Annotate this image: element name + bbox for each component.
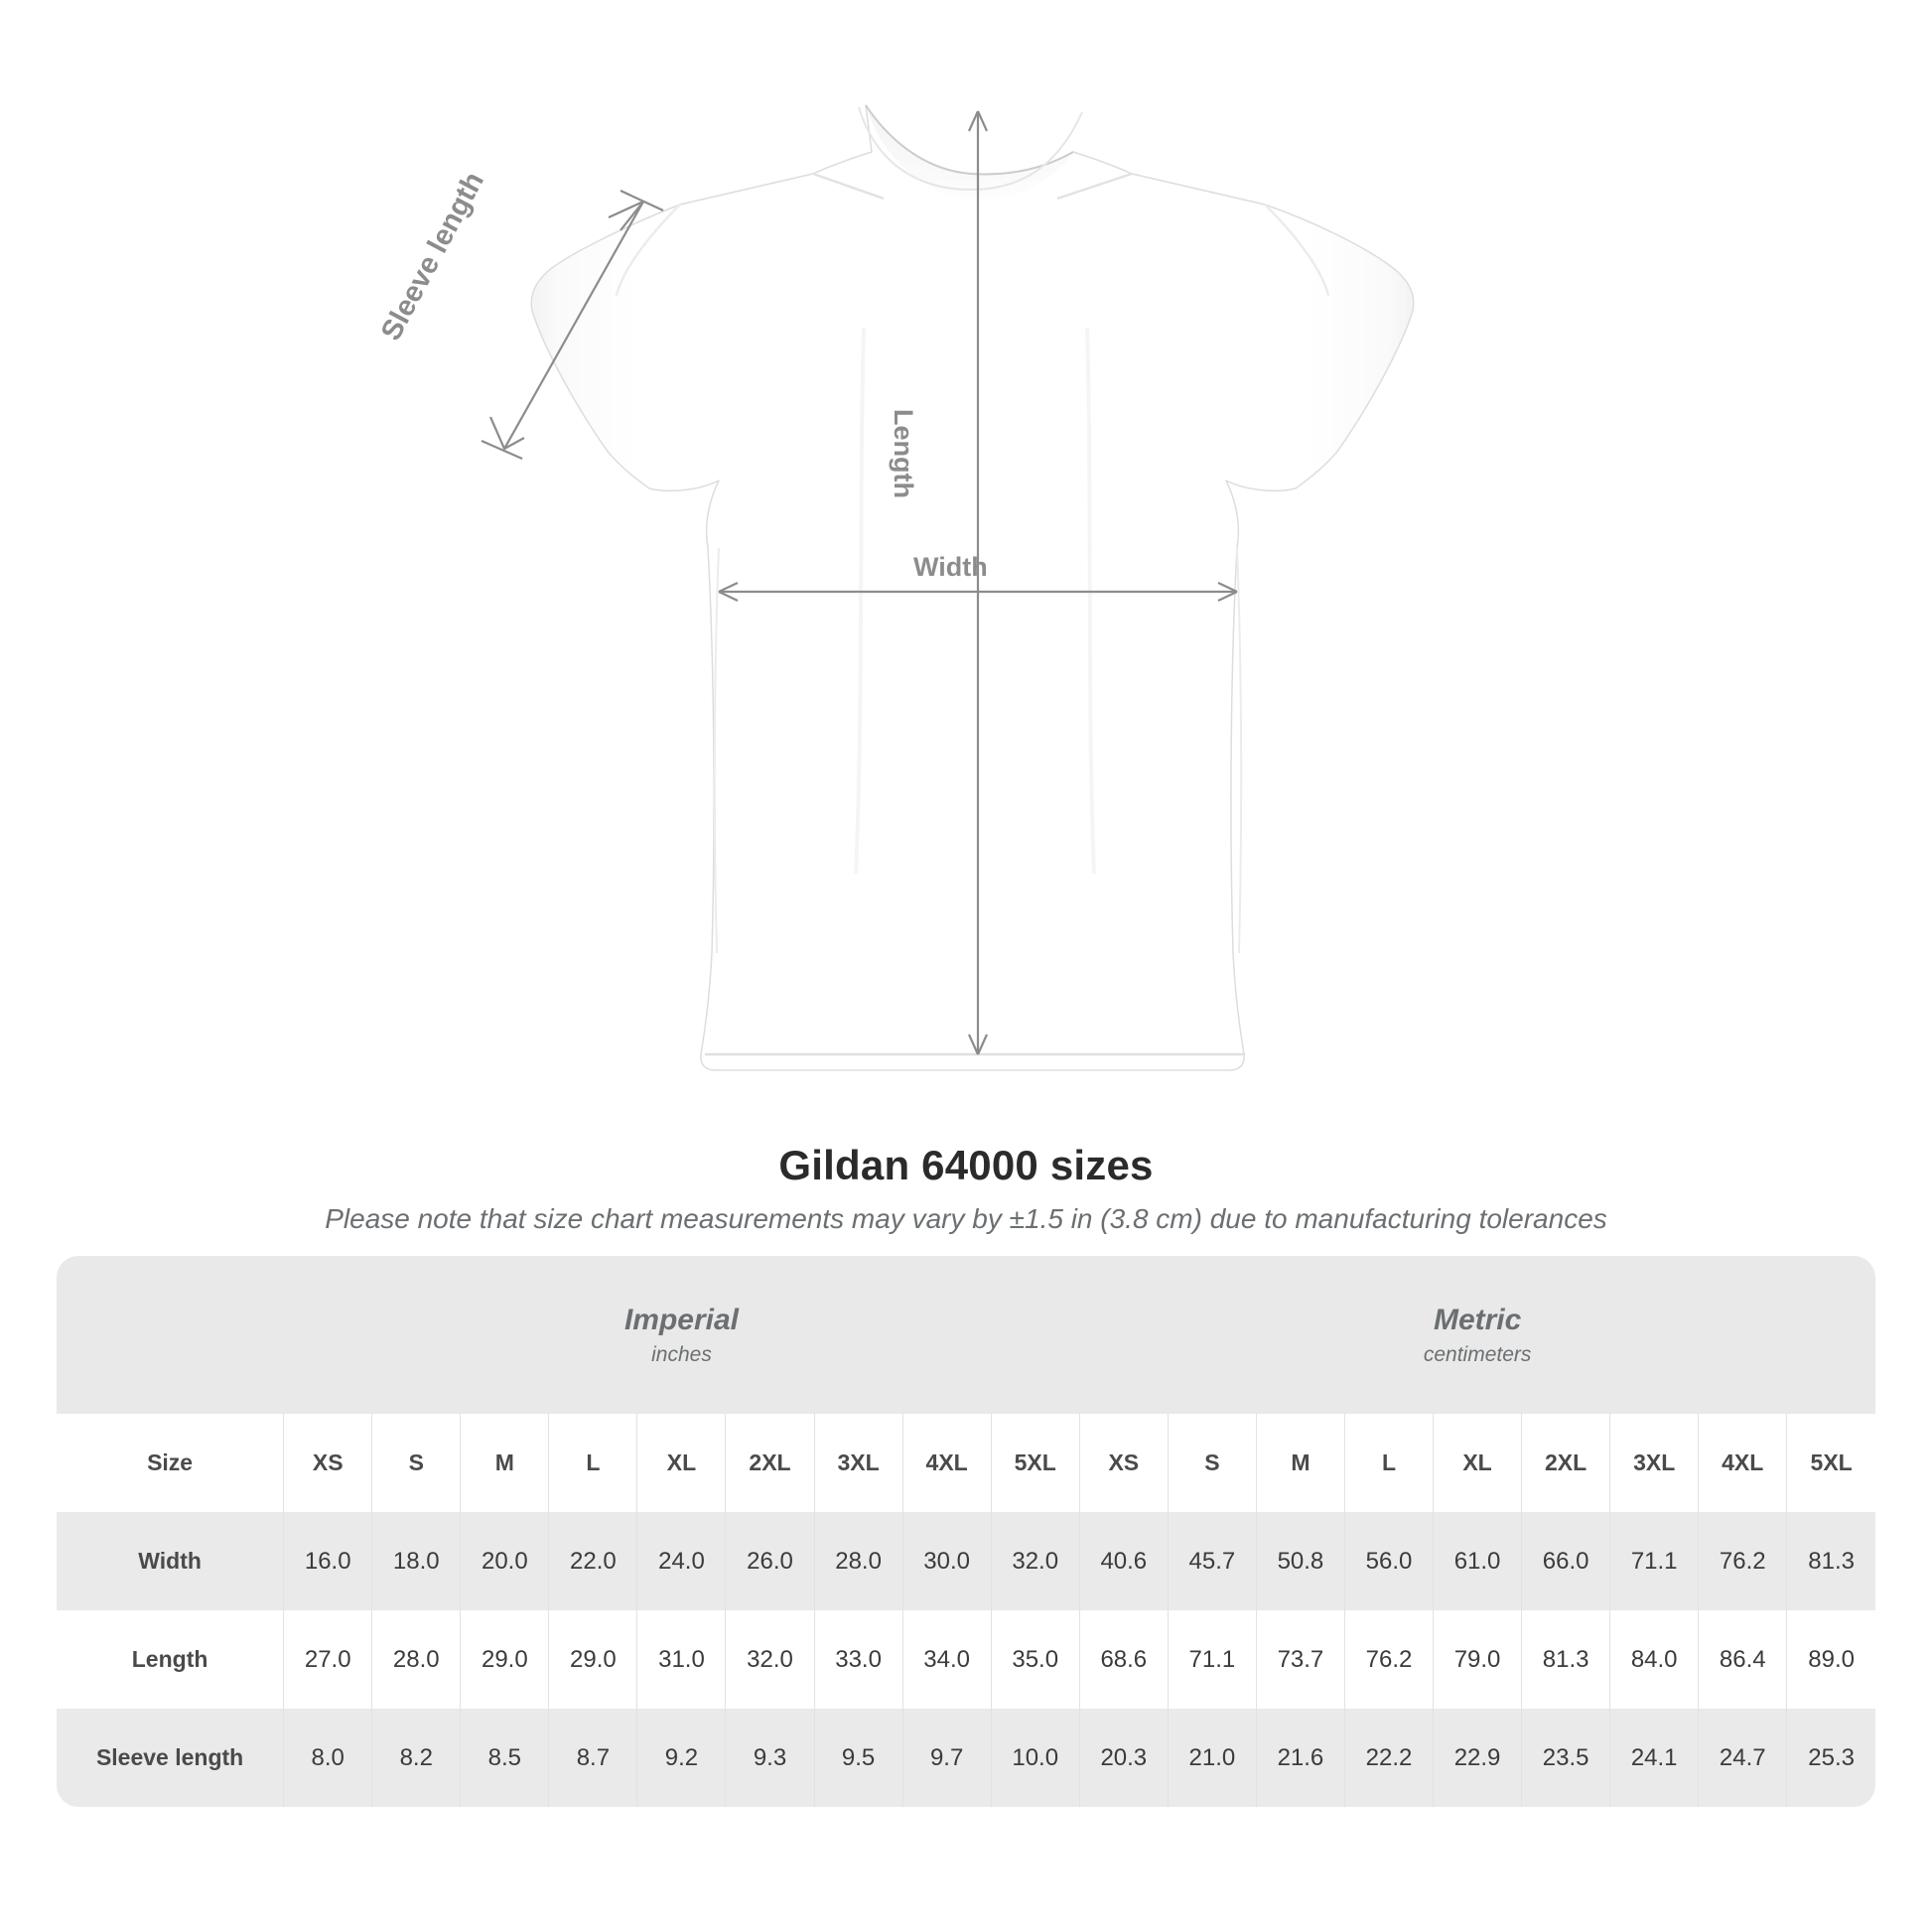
svg-text:Sleeve length: Sleeve length	[375, 167, 490, 345]
svg-text:Length: Length	[889, 409, 918, 498]
svg-text:Width: Width	[913, 552, 988, 582]
